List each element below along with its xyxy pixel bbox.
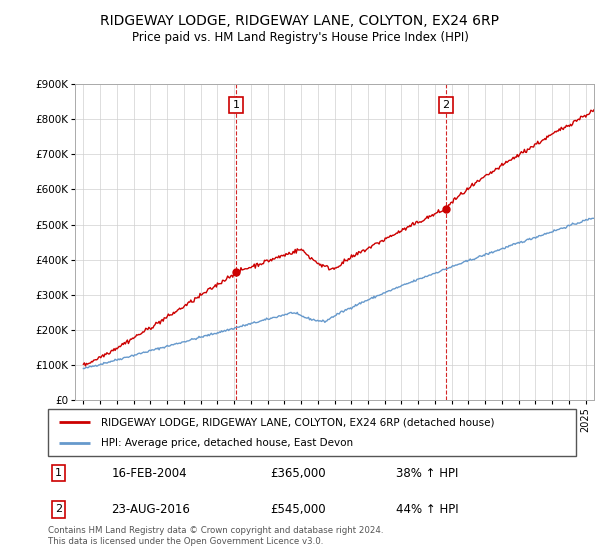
Text: 2: 2 [55, 505, 62, 515]
Text: 44% ↑ HPI: 44% ↑ HPI [397, 503, 459, 516]
Text: Contains HM Land Registry data © Crown copyright and database right 2024.
This d: Contains HM Land Registry data © Crown c… [48, 526, 383, 546]
Text: 16-FEB-2004: 16-FEB-2004 [112, 467, 187, 480]
Text: RIDGEWAY LODGE, RIDGEWAY LANE, COLYTON, EX24 6RP: RIDGEWAY LODGE, RIDGEWAY LANE, COLYTON, … [101, 14, 499, 28]
Text: 1: 1 [55, 468, 62, 478]
Text: 2: 2 [442, 100, 449, 110]
Text: £365,000: £365,000 [270, 467, 325, 480]
Text: 38% ↑ HPI: 38% ↑ HPI [397, 467, 459, 480]
Text: RIDGEWAY LODGE, RIDGEWAY LANE, COLYTON, EX24 6RP (detached house): RIDGEWAY LODGE, RIDGEWAY LANE, COLYTON, … [101, 417, 494, 427]
Text: 23-AUG-2016: 23-AUG-2016 [112, 503, 190, 516]
Text: Price paid vs. HM Land Registry's House Price Index (HPI): Price paid vs. HM Land Registry's House … [131, 31, 469, 44]
Text: HPI: Average price, detached house, East Devon: HPI: Average price, detached house, East… [101, 438, 353, 448]
FancyBboxPatch shape [48, 409, 576, 456]
Text: £545,000: £545,000 [270, 503, 325, 516]
Text: 1: 1 [233, 100, 239, 110]
